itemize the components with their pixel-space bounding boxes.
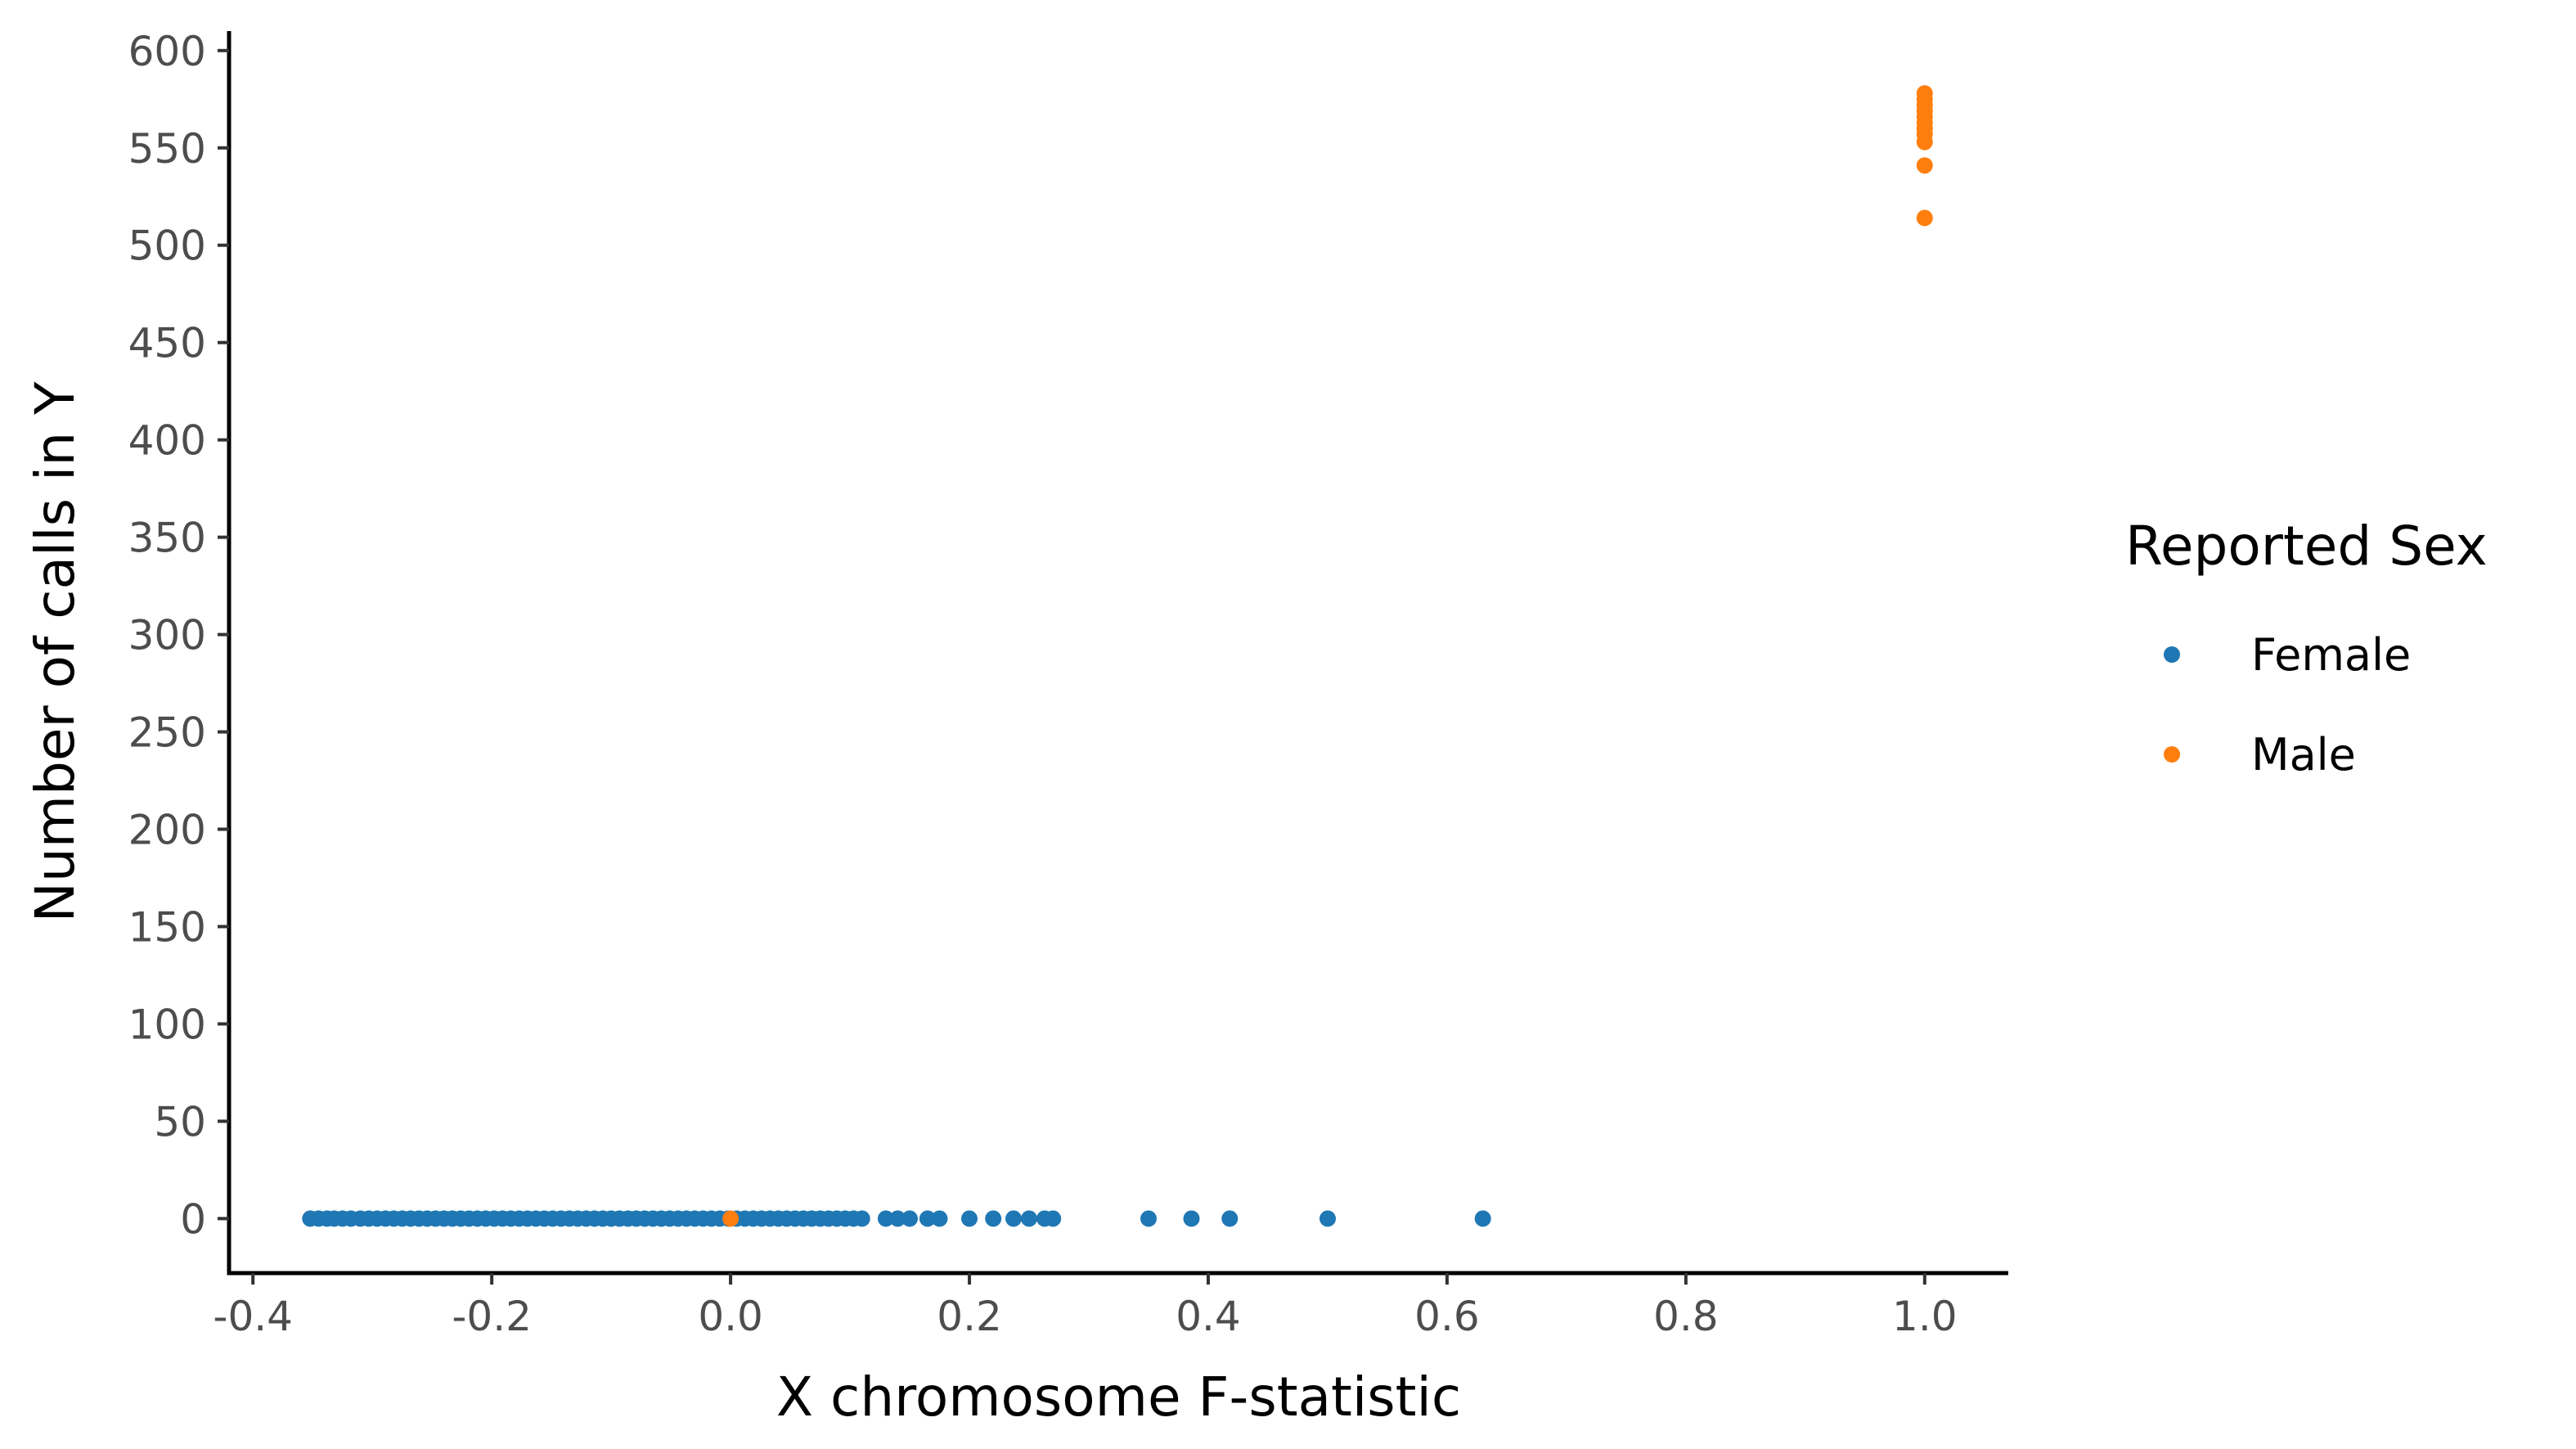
x-tick-label: 1.0 [1892,1293,1958,1340]
x-tick-label: 0.2 [937,1293,1002,1340]
y-tick-label: 300 [128,612,206,659]
female-point-82 [1474,1210,1491,1227]
legend-label-female: Female [2251,629,2411,681]
male-point-0 [722,1210,740,1227]
legend: Reported Sex Female Male [2125,515,2488,781]
female-point-66 [853,1210,870,1227]
x-tick-label: -0.4 [213,1293,293,1340]
x-tick-label: 0.0 [698,1293,763,1340]
female-point-80 [1221,1210,1239,1227]
legend-key-male [2164,746,2180,763]
legend-title: Reported Sex [2125,515,2488,578]
female-point-74 [1005,1210,1022,1227]
points-layer [302,85,1933,1227]
y-tick-label: 150 [128,903,206,951]
female-point-69 [901,1210,918,1227]
legend-label-male: Male [2251,729,2356,781]
y-tick-label: 350 [128,515,206,562]
female-point-67 [877,1210,894,1227]
y-tick-label: 200 [128,807,206,854]
female-point-77 [1045,1210,1062,1227]
y-tick-label: 400 [128,417,206,465]
female-point-70 [919,1210,936,1227]
y-tick-label: 500 [128,223,206,270]
x-axis-title: X chromosome F-statistic [776,1366,1461,1429]
male-point-2 [1916,157,1933,174]
y-tick-label: 550 [128,125,206,173]
legend-key-female [2164,646,2180,663]
y-axis-title: Number of calls in Y [24,381,87,923]
ticks-layer: -0.4 -0.2 0.0 0.2 0.4 0.6 0.8 1.0 0 50 100 150 200 25… [128,28,1958,1340]
y-tick-label: 50 [154,1098,206,1145]
y-tick-label: 0 [180,1195,206,1243]
female-point-79 [1183,1210,1200,1227]
female-point-73 [985,1210,1002,1227]
x-tick-label: 0.4 [1176,1293,1241,1340]
female-point-81 [1319,1210,1336,1227]
x-tick-label: 0.6 [1414,1293,1480,1340]
y-tick-label: 600 [128,28,206,75]
y-tick-label: 450 [128,320,206,367]
female-point-78 [1140,1210,1157,1227]
x-tick-label: -0.2 [452,1293,532,1340]
female-point-68 [889,1210,906,1227]
female-point-71 [931,1210,948,1227]
axes-layer [227,31,2008,1276]
x-tick-label: 0.8 [1653,1293,1719,1340]
y-tick-label: 100 [128,1001,206,1048]
female-point-72 [961,1210,978,1227]
male-point-1 [1916,209,1933,227]
female-point-75 [1021,1210,1037,1227]
male-point-11 [1916,85,1933,102]
y-tick-label: 250 [128,709,206,757]
